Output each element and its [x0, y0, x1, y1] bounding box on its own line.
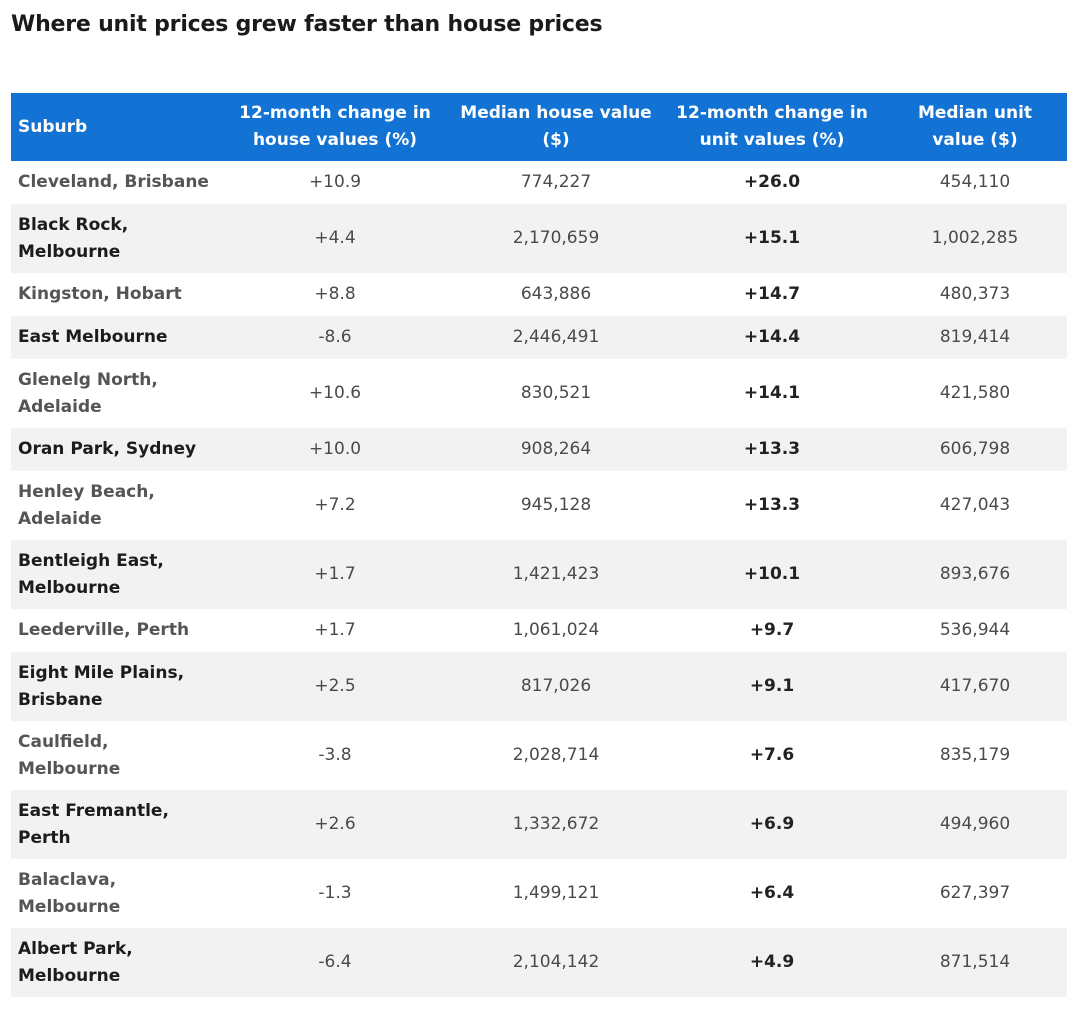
unit-value-cell: 819,414 — [939, 327, 1011, 347]
table-row: Cleveland, Brisbane +10.9 774,227 +26.0 … — [11, 161, 1067, 204]
unit-value-cell: 606,798 — [939, 439, 1011, 459]
table-row: Glenelg North, Adelaide +10.6 830,521 +1… — [11, 359, 1067, 428]
unit-change-cell: +13.3 — [743, 439, 801, 459]
unit-value-cell: 427,043 — [939, 495, 1011, 515]
table-header: Suburb 12-month change in house values (… — [11, 93, 1067, 161]
suburb-cell: Bentleigh East, Melbourne — [18, 550, 164, 598]
house-value-cell: 2,170,659 — [512, 228, 600, 248]
unit-change-cell: +15.1 — [743, 228, 801, 248]
unit-change-cell: +9.7 — [749, 620, 795, 640]
suburb-cell: Caulfield, Melbourne — [18, 731, 121, 779]
house-change-cell: +2.6 — [314, 814, 356, 834]
unit-change-cell: +26.0 — [743, 172, 801, 192]
table-body: Cleveland, Brisbane +10.9 774,227 +26.0 … — [11, 161, 1067, 997]
house-value-cell: 1,332,672 — [512, 814, 600, 834]
unit-value-cell: 454,110 — [939, 172, 1011, 192]
house-change-cell: +2.5 — [314, 676, 356, 696]
unit-change-cell: +14.1 — [743, 383, 801, 403]
unit-change-cell: +7.6 — [749, 745, 795, 765]
unit-value-cell: 421,580 — [939, 383, 1011, 403]
suburb-cell: East Fremantle, Perth — [18, 800, 169, 848]
unit-value-cell: 893,676 — [939, 564, 1011, 584]
table-row: Oran Park, Sydney +10.0 908,264 +13.3 60… — [11, 428, 1067, 471]
table-row: Bentleigh East, Melbourne +1.7 1,421,423… — [11, 540, 1067, 609]
unit-change-cell: +14.4 — [743, 327, 801, 347]
house-value-cell: 643,886 — [520, 284, 592, 304]
unit-change-cell: +6.9 — [749, 814, 795, 834]
table-row: Black Rock, Melbourne +4.4 2,170,659 +15… — [11, 204, 1067, 273]
page-title: Where unit prices grew faster than house… — [11, 12, 603, 37]
house-value-cell: 2,104,142 — [512, 952, 600, 972]
unit-change-cell: +4.9 — [749, 952, 795, 972]
suburb-cell: East Melbourne — [18, 327, 168, 347]
table-row: East Melbourne -8.6 2,446,491 +14.4 819,… — [11, 316, 1067, 359]
unit-value-cell: 480,373 — [939, 284, 1011, 304]
house-change-cell: +1.7 — [314, 564, 356, 584]
table-row: Eight Mile Plains, Brisbane +2.5 817,026… — [11, 652, 1067, 721]
table-row: Caulfield, Melbourne -3.8 2,028,714 +7.6… — [11, 721, 1067, 790]
house-change-cell: +7.2 — [314, 495, 356, 515]
header-suburb: Suburb — [18, 116, 88, 137]
house-value-cell: 1,061,024 — [512, 620, 600, 640]
unit-value-cell: 417,670 — [939, 676, 1011, 696]
unit-vs-house-price-table: Suburb 12-month change in house values (… — [11, 93, 1067, 997]
house-change-cell: +10.9 — [308, 172, 362, 192]
house-change-cell: +8.8 — [314, 284, 356, 304]
house-value-cell: 945,128 — [520, 495, 592, 515]
house-value-cell: 830,521 — [520, 383, 592, 403]
header-unit-change: 12-month change in unit values (%) — [676, 103, 868, 150]
suburb-cell: Henley Beach, Adelaide — [18, 481, 155, 529]
house-value-cell: 774,227 — [520, 172, 592, 192]
house-value-cell: 817,026 — [520, 676, 592, 696]
header-house-change: 12-month change in house values (%) — [239, 103, 431, 150]
table-row: Balaclava, Melbourne -1.3 1,499,121 +6.4… — [11, 859, 1067, 928]
unit-value-cell: 835,179 — [939, 745, 1011, 765]
header-row: Suburb 12-month change in house values (… — [11, 93, 1067, 161]
house-value-cell: 2,446,491 — [512, 327, 600, 347]
suburb-cell: Leederville, Perth — [18, 620, 190, 640]
house-change-cell: -6.4 — [318, 952, 352, 972]
house-change-cell: -1.3 — [318, 883, 352, 903]
suburb-cell: Balaclava, Melbourne — [18, 869, 121, 917]
suburb-cell: Cleveland, Brisbane — [18, 172, 209, 192]
unit-change-cell: +14.7 — [743, 284, 801, 304]
header-unit-value: Median unit value ($) — [917, 103, 1033, 150]
header-house-value: Median house value ($) — [460, 103, 652, 150]
suburb-cell: Black Rock, Melbourne — [18, 214, 129, 262]
unit-change-cell: +6.4 — [749, 883, 795, 903]
table-row: East Fremantle, Perth +2.6 1,332,672 +6.… — [11, 790, 1067, 859]
house-change-cell: +4.4 — [314, 228, 356, 248]
table-row: Kingston, Hobart +8.8 643,886 +14.7 480,… — [11, 273, 1067, 316]
table-row: Henley Beach, Adelaide +7.2 945,128 +13.… — [11, 471, 1067, 540]
unit-value-cell: 494,960 — [939, 814, 1011, 834]
house-change-cell: -8.6 — [318, 327, 352, 347]
house-value-cell: 1,421,423 — [512, 564, 600, 584]
unit-value-cell: 871,514 — [939, 952, 1011, 972]
suburb-cell: Eight Mile Plains, Brisbane — [18, 662, 185, 710]
unit-change-cell: +10.1 — [743, 564, 801, 584]
suburb-cell: Kingston, Hobart — [18, 284, 182, 304]
suburb-cell: Oran Park, Sydney — [18, 439, 197, 459]
house-change-cell: +10.6 — [308, 383, 362, 403]
unit-change-cell: +13.3 — [743, 495, 801, 515]
house-change-cell: +10.0 — [308, 439, 362, 459]
house-value-cell: 908,264 — [520, 439, 592, 459]
unit-value-cell: 627,397 — [939, 883, 1011, 903]
suburb-cell: Albert Park, Melbourne — [18, 938, 133, 986]
house-value-cell: 2,028,714 — [512, 745, 600, 765]
suburb-cell: Glenelg North, Adelaide — [18, 369, 158, 417]
house-change-cell: -3.8 — [318, 745, 352, 765]
unit-change-cell: +9.1 — [749, 676, 795, 696]
house-change-cell: +1.7 — [314, 620, 356, 640]
table-row: Albert Park, Melbourne -6.4 2,104,142 +4… — [11, 928, 1067, 997]
house-value-cell: 1,499,121 — [512, 883, 600, 903]
table-row: Leederville, Perth +1.7 1,061,024 +9.7 5… — [11, 609, 1067, 652]
unit-value-cell: 1,002,285 — [931, 228, 1019, 248]
unit-value-cell: 536,944 — [939, 620, 1011, 640]
